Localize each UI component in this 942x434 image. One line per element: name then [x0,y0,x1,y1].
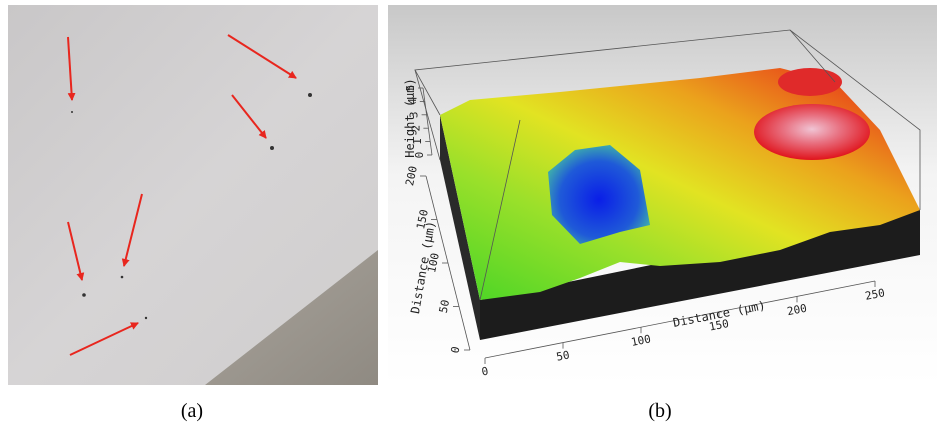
axis-label: Height (µm) [403,78,417,157]
caption: (b) [648,400,671,422]
surface-panel [388,5,937,385]
figure: (a) (b) 050100150200250Distance (µm)0501… [0,0,942,434]
tick-label: 50 [555,348,570,363]
tick-label: 50 [437,299,452,315]
peak [754,104,870,160]
peak-back [778,68,842,96]
caption: (a) [181,400,203,422]
photo-panel [8,5,378,385]
